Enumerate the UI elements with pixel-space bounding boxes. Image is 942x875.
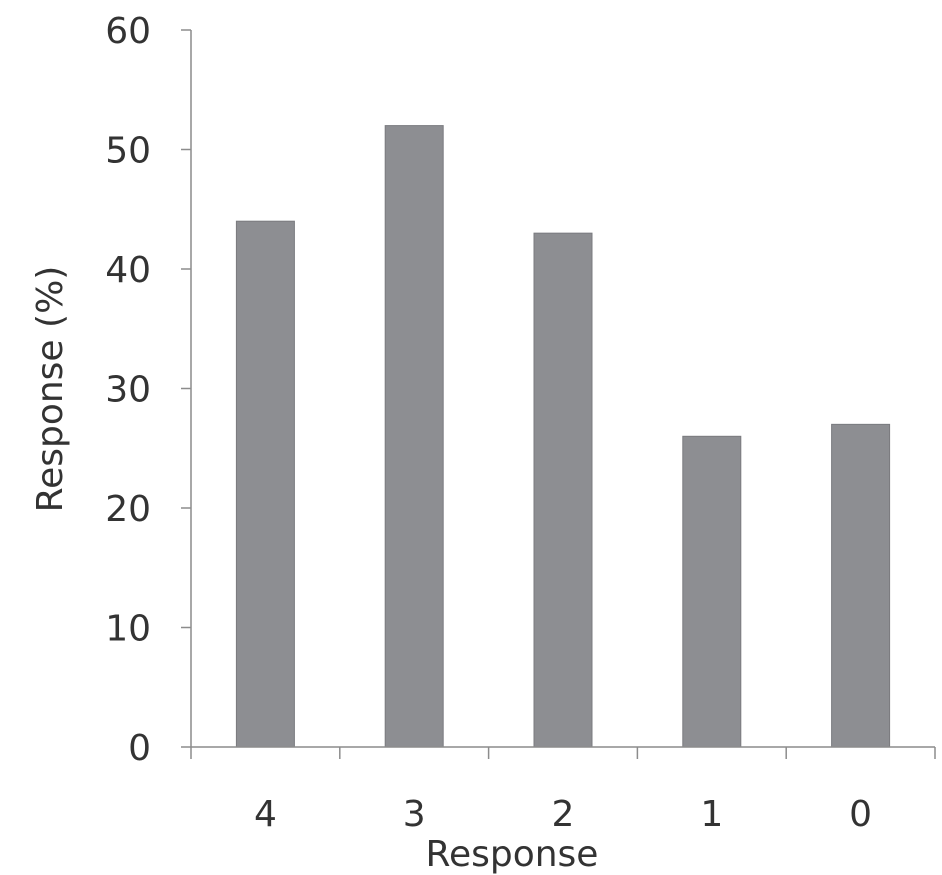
- x-tick-label: 3: [403, 794, 426, 835]
- x-tick-label: 1: [700, 794, 723, 835]
- bar-0: [831, 423, 891, 748]
- x-tick-label: 4: [254, 794, 277, 835]
- bar-1: [682, 435, 742, 748]
- bar-2: [533, 232, 593, 748]
- y-axis-ticks: 0 10 20 30 40 50 60: [105, 11, 191, 769]
- y-axis-title: Response (%): [30, 266, 71, 513]
- y-tick-label: 50: [105, 131, 151, 172]
- x-axis-title: Response: [426, 834, 599, 875]
- y-tick-label: 40: [105, 250, 151, 291]
- bars: [235, 125, 891, 748]
- bar-4: [235, 220, 295, 748]
- x-tick-label: 2: [552, 794, 575, 835]
- y-tick-label: 60: [105, 11, 151, 52]
- x-axis-ticks: 4 3 2 1 0: [190, 747, 936, 835]
- y-tick-label: 10: [105, 609, 151, 650]
- y-tick-label: 30: [105, 370, 151, 411]
- y-tick-label: 0: [128, 728, 151, 769]
- x-tick-label: 0: [849, 794, 872, 835]
- bar-3: [384, 125, 444, 748]
- y-tick-label: 20: [105, 489, 151, 530]
